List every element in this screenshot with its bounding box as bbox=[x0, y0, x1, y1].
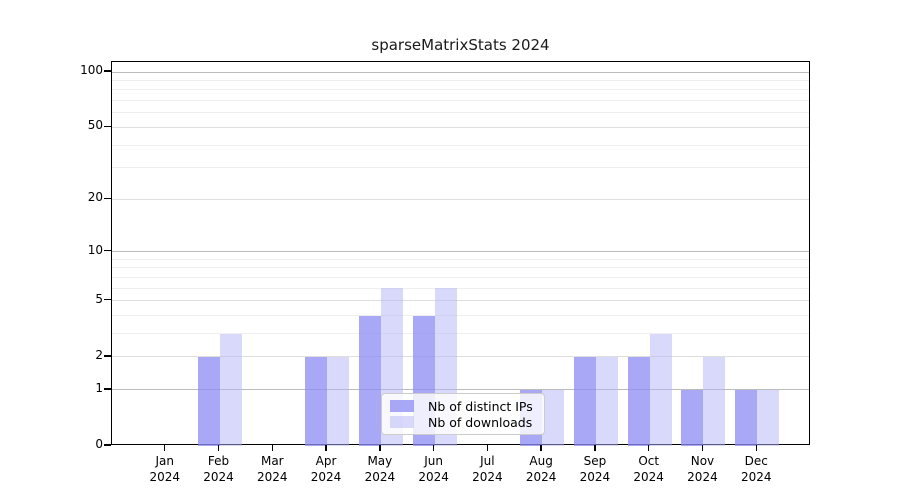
x-tick-year-jun: 2024 bbox=[418, 470, 449, 484]
gridline-40 bbox=[112, 144, 809, 146]
x-tick-label-mar: Mar 2024 bbox=[242, 453, 302, 485]
gridline-9 bbox=[112, 258, 809, 260]
legend-entry-distinct-ips: Nb of distinct IPs bbox=[390, 398, 536, 414]
x-tick-mark-dec bbox=[755, 445, 757, 451]
chart-title: sparseMatrixStats 2024 bbox=[371, 36, 550, 54]
x-tick-mark-mar bbox=[271, 445, 273, 451]
bar-downloads-oct bbox=[649, 333, 672, 446]
y-tick-mark-5 bbox=[104, 299, 111, 301]
bar-distinct-ips-oct bbox=[627, 356, 650, 446]
bar-distinct-ips-sep bbox=[573, 356, 596, 446]
y-tick-label-10: 10 bbox=[87, 242, 103, 257]
x-tick-label-jan: Jan 2024 bbox=[135, 453, 195, 485]
bar-downloads-feb bbox=[219, 333, 242, 446]
gridline-30 bbox=[112, 167, 809, 169]
x-tick-label-may: May 2024 bbox=[350, 453, 410, 485]
y-tick-mark-50 bbox=[104, 125, 111, 128]
y-tick-mark-0 bbox=[104, 444, 111, 446]
gridline-1 bbox=[112, 389, 809, 391]
bar-downloads-aug bbox=[542, 389, 565, 446]
downloads-swatch bbox=[390, 416, 414, 428]
y-tick-mark-1 bbox=[104, 388, 111, 390]
x-tick-year-apr: 2024 bbox=[310, 470, 342, 484]
x-tick-label-aug: Aug 2024 bbox=[511, 453, 571, 485]
x-tick-label-oct: Oct 2024 bbox=[619, 453, 679, 485]
bar-downloads-dec bbox=[757, 389, 780, 446]
legend-label-downloads: Nb of downloads bbox=[428, 414, 533, 430]
y-tick-label-0: 0 bbox=[95, 437, 103, 451]
x-tick-year-feb: 2024 bbox=[203, 470, 234, 484]
bar-downloads-apr bbox=[327, 356, 350, 446]
x-tick-year-nov: 2024 bbox=[687, 470, 718, 484]
bar-downloads-sep bbox=[595, 356, 618, 446]
y-tick-label-100: 100 bbox=[80, 63, 103, 77]
x-tick-year-dec: 2024 bbox=[740, 470, 772, 484]
bar-distinct-ips-apr bbox=[305, 356, 328, 446]
x-tick-mark-apr bbox=[325, 445, 327, 451]
bar-distinct-ips-nov bbox=[681, 389, 704, 446]
gridline-7 bbox=[112, 276, 809, 278]
x-tick-year-aug: 2024 bbox=[525, 470, 557, 484]
gridline-10 bbox=[112, 251, 809, 253]
x-tick-label-jul: Jul 2024 bbox=[457, 453, 517, 485]
x-tick-label-dec: Dec 2024 bbox=[726, 453, 786, 485]
gridline-2 bbox=[112, 356, 809, 358]
x-tick-mark-feb bbox=[217, 445, 220, 451]
x-tick-mark-nov bbox=[701, 445, 704, 451]
x-tick-mark-aug bbox=[540, 445, 542, 451]
x-tick-label-apr: Apr 2024 bbox=[296, 453, 356, 485]
x-tick-mark-oct bbox=[647, 445, 650, 451]
y-tick-mark-20 bbox=[104, 197, 111, 199]
gridline-70 bbox=[112, 100, 809, 102]
gridline-20 bbox=[112, 198, 809, 200]
y-tick-label-20: 20 bbox=[87, 190, 103, 205]
y-tick-label-1: 1 bbox=[95, 380, 103, 395]
x-tick-mark-jan bbox=[164, 445, 166, 451]
x-tick-year-mar: 2024 bbox=[257, 470, 288, 484]
gridline-5 bbox=[112, 300, 809, 302]
y-tick-mark-2 bbox=[104, 355, 111, 357]
bar-distinct-ips-dec bbox=[735, 389, 758, 446]
legend-label-distinct-ips: Nb of distinct IPs bbox=[428, 398, 533, 414]
gridline-60 bbox=[112, 112, 809, 114]
x-tick-mark-jul bbox=[486, 445, 489, 451]
y-tick-label-5: 5 bbox=[95, 291, 103, 306]
x-tick-label-jun: Jun 2024 bbox=[404, 453, 464, 485]
x-tick-year-may: 2024 bbox=[364, 470, 396, 484]
x-tick-label-nov: Nov 2024 bbox=[672, 453, 732, 485]
gridline-8 bbox=[112, 267, 809, 269]
legend: Nb of distinct IPs Nb of downloads bbox=[381, 393, 545, 435]
x-tick-mark-sep bbox=[594, 445, 596, 451]
y-tick-label-50: 50 bbox=[87, 118, 103, 133]
x-tick-mark-may bbox=[379, 445, 381, 451]
distinct-ips-swatch bbox=[390, 400, 414, 412]
x-tick-year-oct: 2024 bbox=[633, 470, 664, 484]
plot-area bbox=[111, 61, 810, 446]
gridline-100 bbox=[112, 71, 809, 73]
y-tick-label-2: 2 bbox=[95, 347, 103, 362]
gridline-50 bbox=[112, 126, 809, 128]
y-tick-mark-10 bbox=[104, 249, 111, 252]
x-tick-year-jan: 2024 bbox=[149, 470, 181, 484]
gridline-90 bbox=[112, 79, 809, 81]
bar-downloads-nov bbox=[703, 356, 726, 446]
bar-distinct-ips-may bbox=[358, 315, 381, 446]
y-tick-mark-100 bbox=[104, 70, 111, 72]
legend-entry-downloads: Nb of downloads bbox=[390, 414, 536, 430]
gridline-4 bbox=[112, 315, 809, 317]
gridline-6 bbox=[112, 287, 809, 289]
x-tick-mark-jun bbox=[432, 445, 435, 451]
x-tick-year-sep: 2024 bbox=[579, 470, 611, 484]
bar-distinct-ips-feb bbox=[197, 356, 220, 446]
x-tick-label-sep: Sep 2024 bbox=[565, 453, 625, 485]
x-tick-year-jul: 2024 bbox=[472, 470, 503, 484]
gridline-3 bbox=[112, 333, 809, 335]
gridline-80 bbox=[112, 89, 809, 91]
x-tick-label-feb: Feb 2024 bbox=[189, 453, 249, 485]
